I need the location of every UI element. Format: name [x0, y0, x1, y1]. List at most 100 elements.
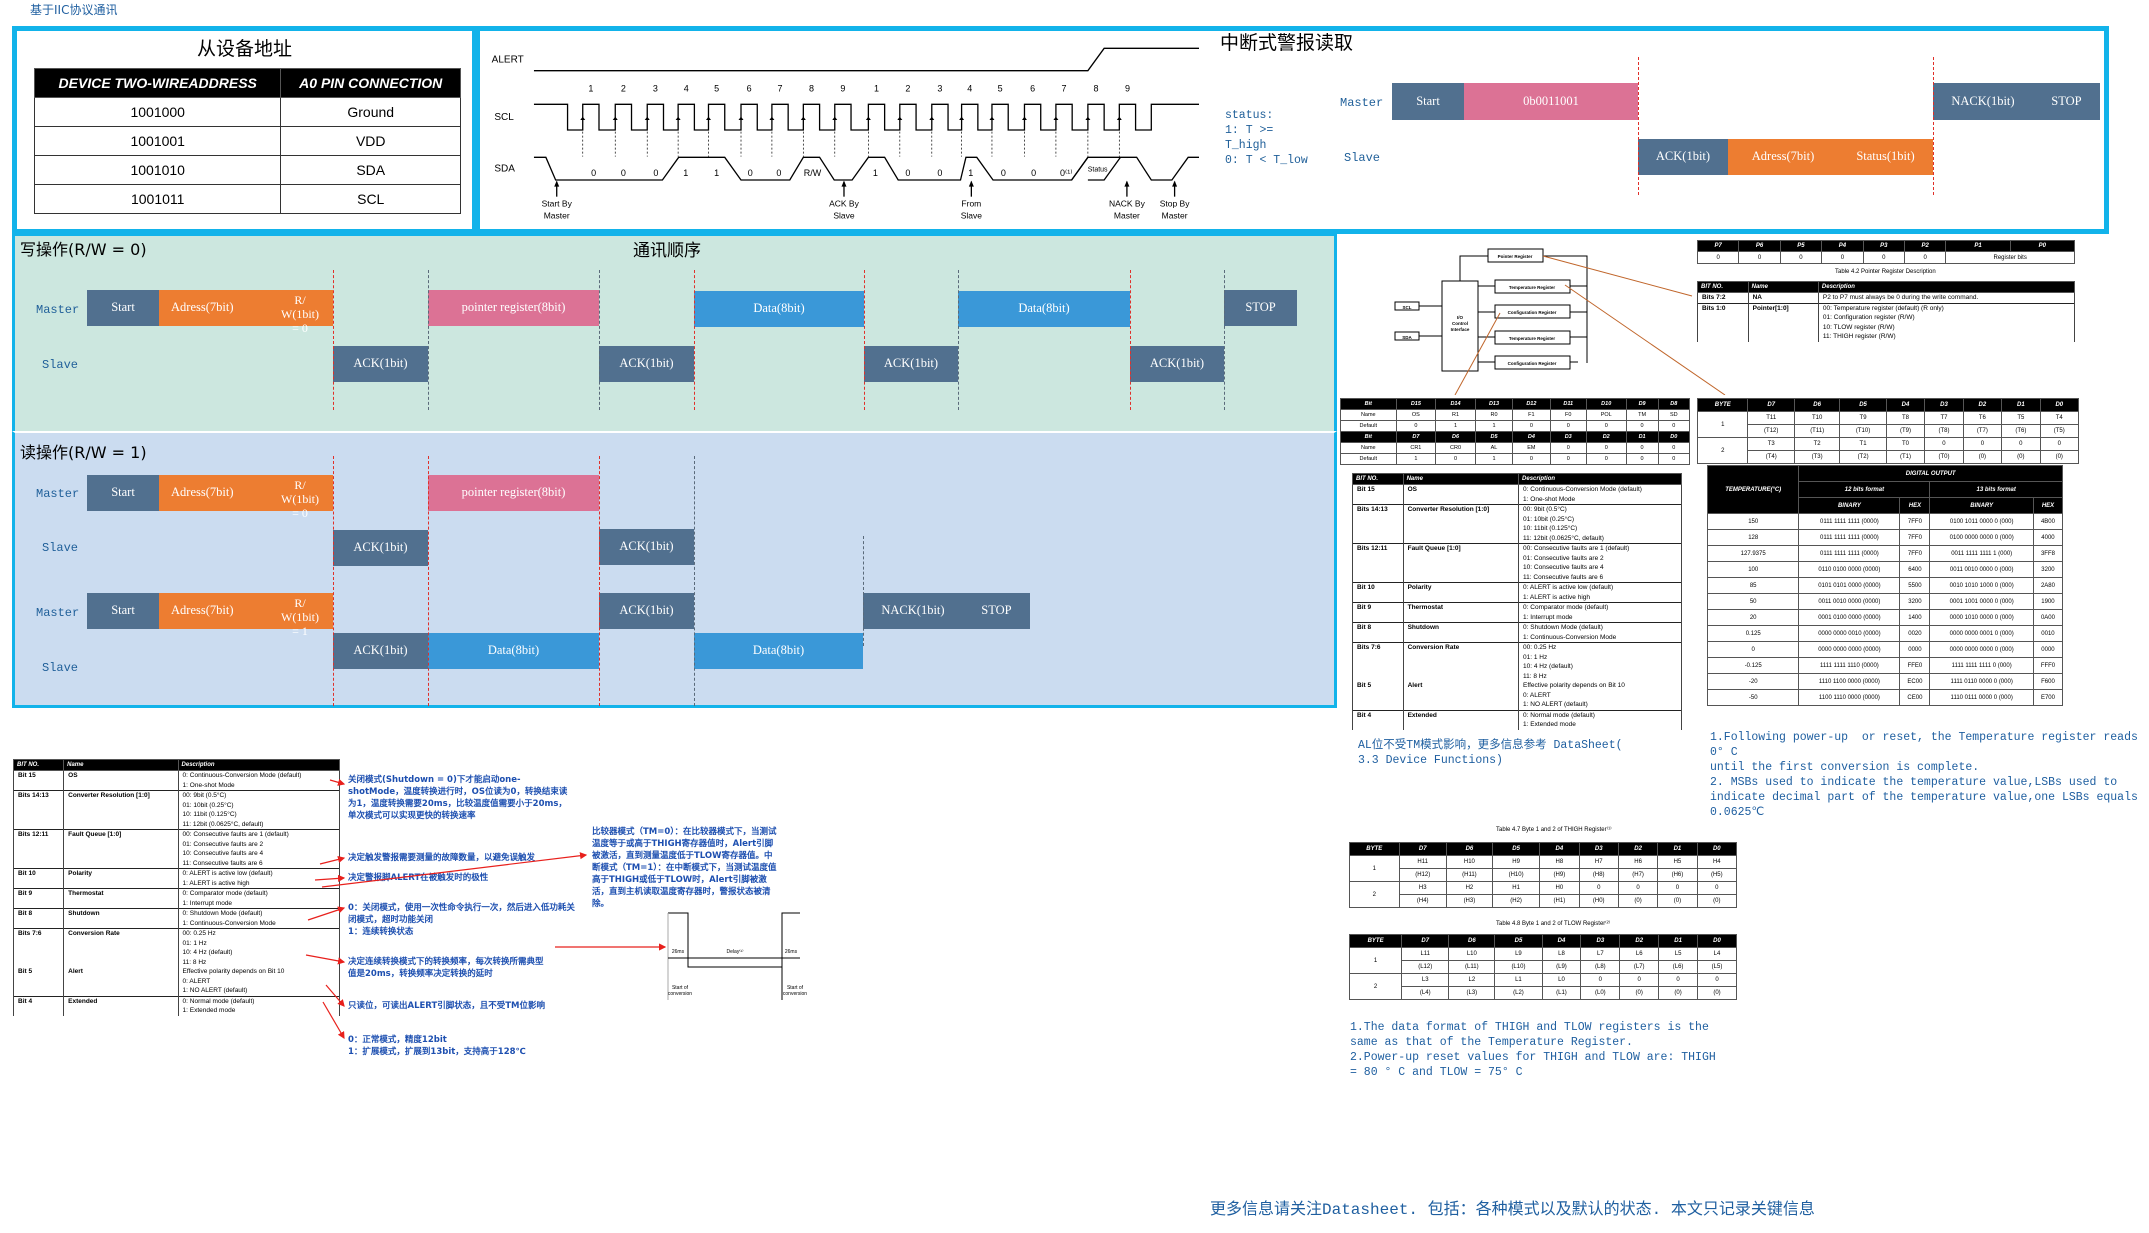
- clock-number: 5: [714, 84, 719, 94]
- table-cell: 0: Normal mode (default) 1: Extended mod…: [177, 995, 341, 1016]
- table-cell: (L2): [1494, 986, 1543, 1000]
- read-pointer-block: pointer register(8bit): [428, 475, 599, 511]
- sda-bit-label: 0: [653, 168, 658, 178]
- sequence-title: 通讯顺序: [633, 241, 701, 261]
- table-cell: (T6): [2001, 424, 2041, 438]
- table-cell: 4000: [2032, 529, 2064, 546]
- table-cell: (T2): [1839, 450, 1887, 464]
- table-header-cell: D5: [1474, 431, 1514, 443]
- marker-arrow-icon: [1124, 180, 1130, 187]
- table-cell: 0100 1011 0000 0 (000): [1929, 513, 2034, 530]
- sequence-divider: [694, 270, 695, 410]
- table-cell: OS: [63, 770, 179, 791]
- al-note: AL位不受TM模式影响，更多信息参考 DataSheet( 3.3 Device…: [1358, 739, 1623, 767]
- table-cell: 1111 1111 1111 0 (000): [1929, 657, 2034, 674]
- write-panel: [12, 233, 1337, 431]
- table-row: Bits 14:13 Converter Resolution [1:0] 00: …: [12, 790, 341, 830]
- table-cell: 0: [1549, 420, 1587, 432]
- table-cell: (T11): [1793, 424, 1841, 438]
- table-cell: (0): [1657, 894, 1698, 908]
- table-cell: L5: [1658, 947, 1699, 961]
- table-cell: (L7): [1619, 960, 1660, 974]
- table-cell: (H2): [1491, 894, 1541, 908]
- table-cell: 0: [1696, 251, 1740, 264]
- sequence-divider: [333, 456, 334, 706]
- table-header-cell: D3: [1580, 934, 1621, 948]
- scl-pin: SCL: [1403, 305, 1412, 310]
- table-cell: L7: [1580, 947, 1621, 961]
- binary-header: BINARY: [1929, 497, 2034, 514]
- annotation-os: 关闭模式(Shutdown = 0)下才能启动one-shotMode，温度转换…: [348, 775, 568, 821]
- read-stop-label: STOP: [981, 603, 1012, 618]
- table-header-cell: D14: [1435, 398, 1476, 410]
- table-cell: 3200: [1899, 593, 1931, 610]
- table-cell: Shutdown: [1402, 622, 1520, 643]
- table-cell: (0): [1617, 894, 1659, 908]
- sequence-divider: [428, 270, 429, 410]
- table-cell: (0): [1962, 450, 2003, 464]
- sda-status-waveform: [1071, 156, 1121, 181]
- temperature-register-box: Temperature Register: [1509, 285, 1555, 290]
- pointer-caption: Table 4.2 Pointer Register Description: [1835, 269, 1936, 275]
- table-cell: 0: [1625, 420, 1659, 432]
- table-cell: 0: [1657, 420, 1691, 432]
- table-header-row: BYTE D7 D6 D5 D4 D3 D2 D1 D0: [1348, 934, 1737, 948]
- table-row: (H12) (H11) (H10) (H9) (H8) (H7) (H6) (H5): [1350, 868, 1738, 882]
- table-cell: T0: [1885, 437, 1926, 451]
- table-row: Bit 9 Thermostat 0: Comparator mode (defau…: [1352, 602, 1682, 623]
- table-row: Bits 1:0 Pointer[1:0] 00: Temperature regi…: [1697, 302, 2076, 342]
- table-row: 150 0111 1111 1111 (0000) 7FF0 0100 1011 00…: [1706, 513, 2064, 530]
- table-header-cell: D2: [1962, 398, 2003, 412]
- write-rw-label: R/ W(1bit) = 0: [281, 293, 319, 335]
- table-row: 0 0000 0000 0000 (0000) 0000 0000 0000 0000…: [1706, 641, 2064, 658]
- table-cell: (T3): [1793, 450, 1841, 464]
- table-cell: (T4): [1747, 450, 1795, 464]
- table-cell: 1111 1111 1110 (0000): [1798, 657, 1901, 674]
- sda-bit-label: 0: [937, 168, 942, 178]
- configuration-register-box: Configuration Register: [1508, 310, 1557, 315]
- table-cell: Bits 12:11: [1352, 543, 1404, 583]
- sda-marker-label: Stop By Master: [1160, 199, 1191, 221]
- table-cell: Pointer[1:0]: [1747, 302, 1819, 342]
- table-cell: (0): [1619, 986, 1660, 1000]
- table-cell: (T12): [1747, 424, 1795, 438]
- table-cell: R1: [1435, 409, 1476, 421]
- table-row: 2 L3 L2 L1 L0 0 0 0 0: [1348, 973, 1737, 1000]
- sda-bit-label: R/W: [804, 168, 822, 178]
- table-cell: (H11): [1445, 868, 1493, 882]
- table-cell: 0: [1862, 251, 1905, 264]
- table-cell: 0: [1578, 881, 1619, 895]
- read-ack-block: ACK(1bit): [599, 529, 694, 565]
- table-cell: L8: [1541, 947, 1582, 961]
- table-cell: Bits 7:6 Bit 5: [1352, 642, 1404, 710]
- alert-ack-block: ACK(1bit): [1638, 139, 1728, 175]
- hex-header: HEX: [2032, 497, 2064, 514]
- table-cell: 0000 0000 0000 0 (000): [1929, 641, 2034, 658]
- write-address-label: Adress(7bit): [171, 300, 234, 315]
- table-cell: Converter Resolution [1:0]: [63, 790, 179, 830]
- write-ack-block: ACK(1bit): [1130, 346, 1224, 382]
- thigh-table: BYTE D7 D6 D5 D4 D3 D2 D1 D0 1 H11 H10 H9 H8 H7 H6 H5 H4(…: [1349, 842, 1738, 908]
- table-header-cell: D4: [1885, 398, 1926, 412]
- table-cell: 0: [1657, 881, 1698, 895]
- table-header-cell: P7: [1696, 240, 1740, 252]
- table-cell: 0101 0101 0000 (0000): [1798, 577, 1901, 594]
- table-cell: (T8): [1924, 424, 1964, 438]
- table-cell: 0: [1658, 973, 1699, 987]
- temperature-byte-table: BYTE D7 D6 D5 D4 D3 D2 D1 D0 1 T11 T10 T9 T8 T7 T6 T5 T4(…: [1696, 398, 2080, 464]
- status-line: 1: T >=: [1225, 124, 1274, 137]
- sda-bit-label: 0: [621, 168, 626, 178]
- table-cell: Bit 15: [1352, 484, 1404, 505]
- table-cell: Bits 7:2: [1697, 292, 1749, 303]
- io-interface: I/O Control Interface: [1451, 315, 1470, 332]
- table-header-cell: Name: [1747, 281, 1819, 293]
- clock-number: 7: [778, 84, 783, 94]
- block-diagram: Pointer Register Temperature Register Co…: [1394, 248, 1726, 395]
- table-cell: 1: [1349, 855, 1400, 882]
- table-cell: 0011 0010 0000 0 (000): [1929, 561, 2034, 578]
- read-data-block: Data(8bit): [694, 633, 863, 669]
- table-cell: 85: [1706, 577, 1800, 594]
- annotation-fault-queue: 决定触发警报需要测量的故障数量，以避免误触发: [348, 853, 536, 863]
- table-cell: 00: Temperature register (default) (R on…: [1817, 302, 2076, 342]
- header-address: DEVICE TWO-WIREADDRESS: [33, 68, 282, 98]
